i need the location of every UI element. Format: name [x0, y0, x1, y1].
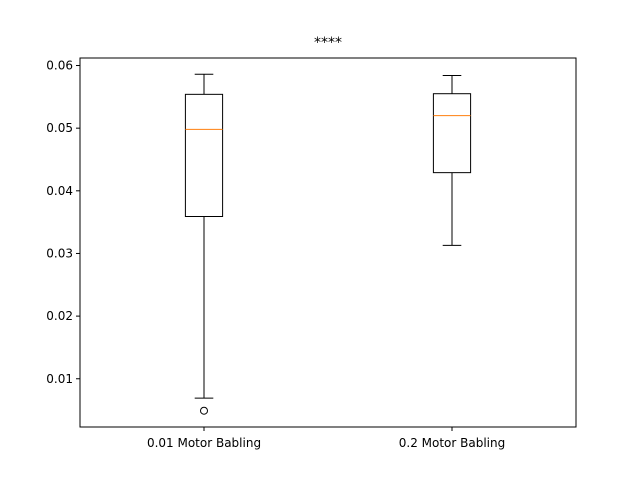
chart-title: **** — [314, 35, 342, 51]
x-axis: 0.01 Motor Babling 0.2 Motor Babling — [147, 427, 505, 450]
y-axis: 0.01 0.02 0.03 0.04 0.05 0.06 — [46, 59, 80, 386]
iqr-box — [432, 93, 472, 174]
x-tick-label: 0.2 Motor Babling — [399, 436, 505, 450]
axes-frame — [79, 57, 577, 428]
plot-area — [184, 73, 472, 415]
outlier-point — [200, 406, 208, 415]
y-tick-label: 0.04 — [46, 184, 73, 198]
y-tick-label: 0.02 — [46, 309, 73, 323]
y-tick-label: 0.06 — [46, 59, 73, 73]
y-tick-label: 0.05 — [46, 121, 73, 135]
y-tick-label: 0.01 — [46, 372, 73, 386]
box-group — [184, 73, 224, 415]
box-group — [432, 75, 472, 246]
y-tick-label: 0.03 — [46, 246, 73, 260]
iqr-box — [184, 93, 224, 218]
x-tick-label: 0.01 Motor Babling — [147, 436, 261, 450]
